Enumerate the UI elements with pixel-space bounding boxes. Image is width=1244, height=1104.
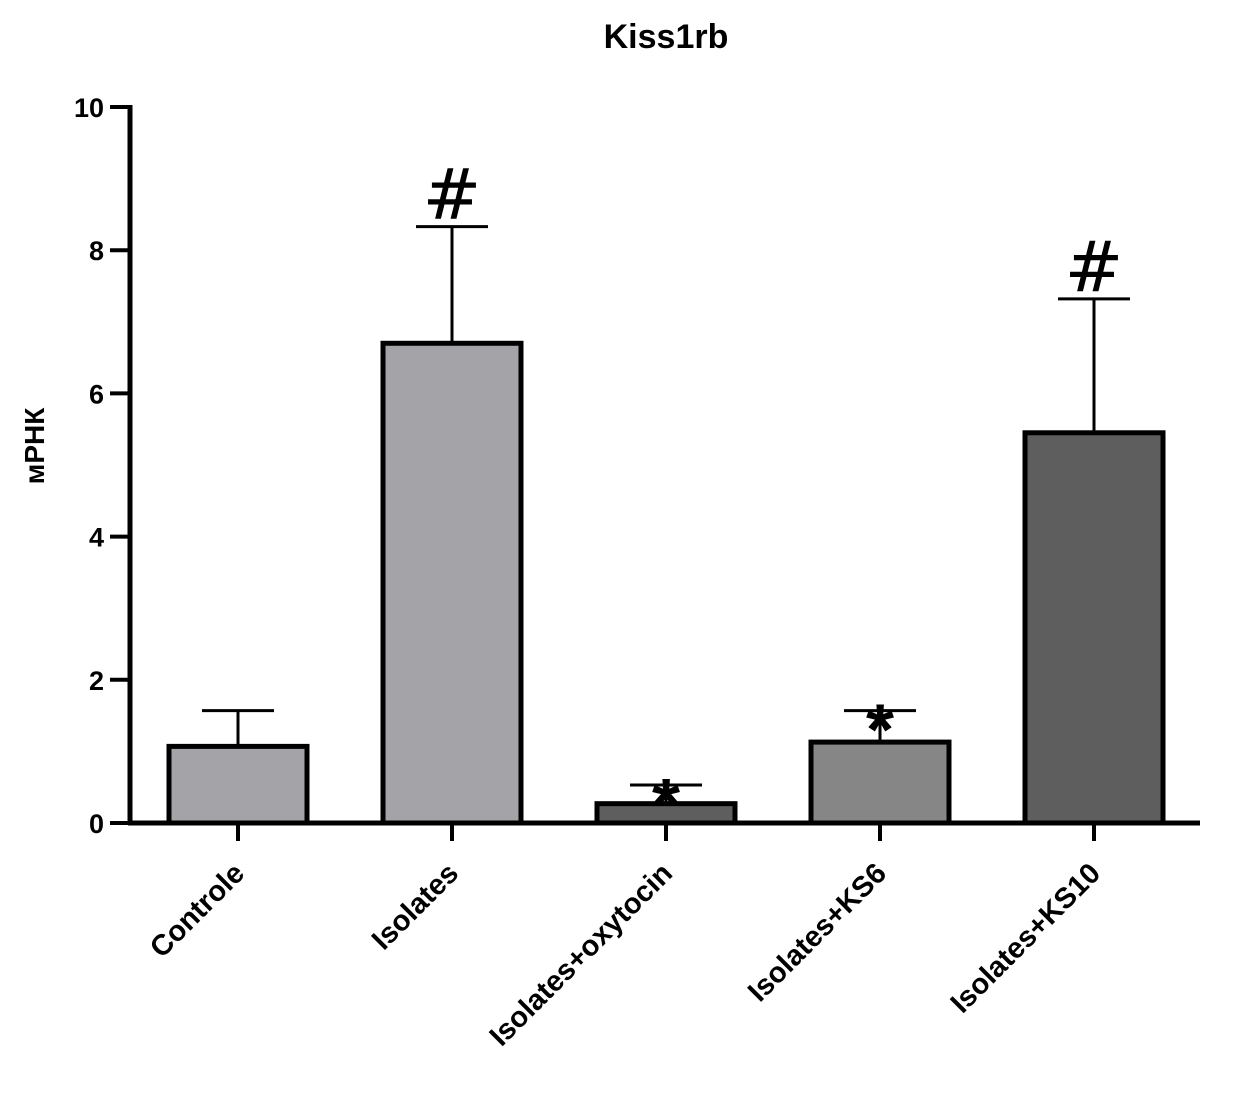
bar-4 bbox=[1022, 430, 1166, 826]
x-tick-label-2: Isolates+oxytocin bbox=[484, 857, 679, 1052]
error-bars-group bbox=[202, 225, 1130, 804]
bars-group bbox=[166, 340, 1166, 826]
annotation-1: # bbox=[423, 154, 482, 236]
y-tick-label-2: 4 bbox=[89, 523, 104, 553]
x-tick-label-4: Isolates+KS10 bbox=[945, 857, 1107, 1019]
x-tick-label-1: Isolates bbox=[366, 857, 465, 956]
bar-0 bbox=[166, 743, 310, 826]
y-tick-label-4: 8 bbox=[89, 236, 104, 266]
annotation-4: # bbox=[1065, 226, 1124, 308]
y-tick-label-1: 2 bbox=[89, 666, 104, 696]
x-tick-label-3: Isolates+KS6 bbox=[742, 857, 893, 1008]
y-axis: 0 2 4 6 8 10 bbox=[74, 93, 133, 839]
bar-3 bbox=[808, 739, 952, 826]
x-tick-label-0: Controle bbox=[144, 857, 251, 964]
chart-title: Kiss1rb bbox=[604, 18, 729, 56]
y-tick-label-0: 0 bbox=[89, 809, 104, 839]
bar-1 bbox=[380, 340, 524, 826]
annotations-group: #**# bbox=[423, 154, 1124, 845]
y-tick-label-5: 10 bbox=[74, 93, 104, 123]
y-tick-label-3: 6 bbox=[89, 379, 104, 409]
x-axis: Controle Isolates Isolates+oxytocin Isolate… bbox=[128, 820, 1200, 1053]
y-axis-label: мРНК bbox=[19, 407, 50, 485]
annotation-3: * bbox=[866, 691, 894, 771]
